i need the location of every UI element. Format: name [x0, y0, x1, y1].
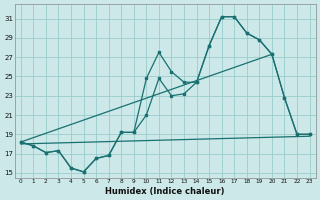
X-axis label: Humidex (Indice chaleur): Humidex (Indice chaleur)	[106, 187, 225, 196]
